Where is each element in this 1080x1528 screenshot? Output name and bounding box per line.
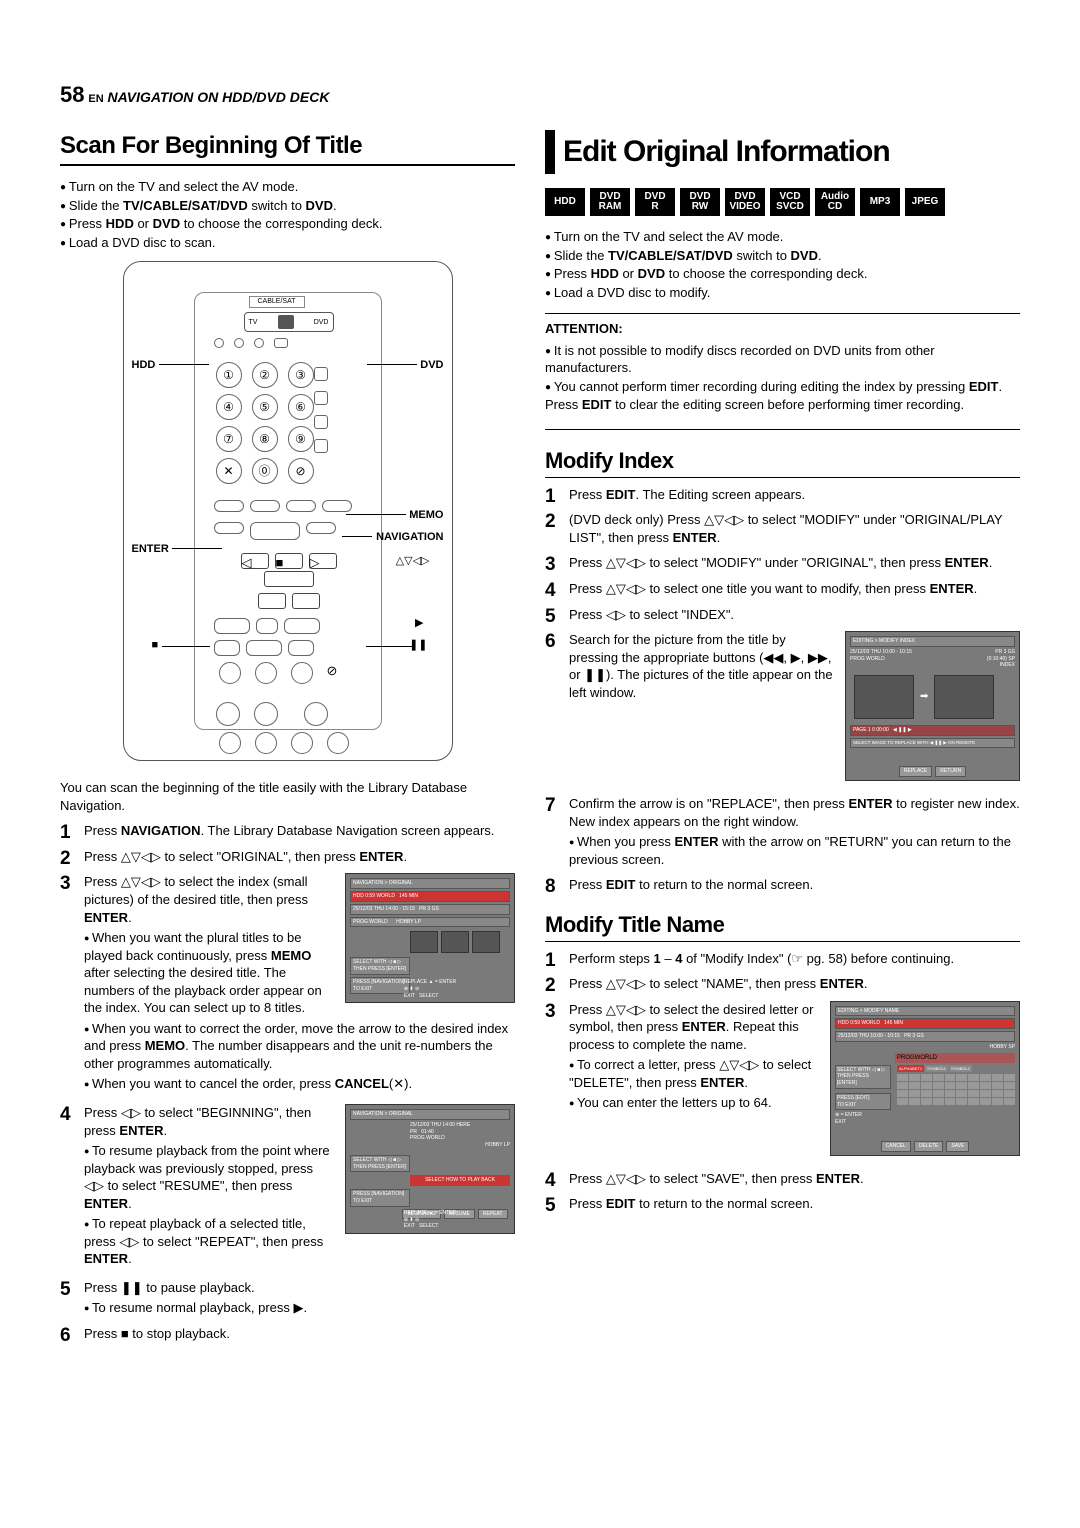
modify-name-screen: EDITING > MODIFY NAME HDD 0:59 WORLD 145… (830, 1001, 1020, 1156)
step-3-sub: When you want to correct the order, move… (84, 1020, 515, 1073)
remote-diagram: CABLE/SAT TVDVD HDD DVD ①②③ ④⑤⑥ ⑦⑧⑨ ✕⓪⊘ … (123, 261, 453, 761)
remote-dpad: ◁■▷ (234, 552, 344, 602)
mi-step-6: EDITING > MODIFY INDEX 25/12/03 THU 10:0… (569, 631, 1020, 787)
mi-step-2: (DVD deck only) Press △▽◁▷ to select "MO… (569, 511, 1020, 546)
remote-keypad: ①②③ ④⑤⑥ ⑦⑧⑨ ✕⓪⊘ (216, 362, 318, 484)
scan-title: Scan For Beginning Of Title (60, 130, 515, 166)
prep-item: Press HDD or DVD to choose the correspon… (60, 215, 515, 233)
modify-name-title: Modify Title Name (545, 910, 1020, 942)
arrows-label: △▽◁▷ (396, 554, 430, 569)
nav-screen-2: NAVIGATION > ORIGINAL 25/12/03 THU 14:00… (345, 1104, 515, 1234)
fmt-jpeg: JPEG (905, 188, 945, 216)
fmt-dvdrw: DVDRW (680, 188, 720, 216)
prep-item: Press HDD or DVD to choose the correspon… (545, 265, 1020, 283)
left-column: Scan For Beginning Of Title Turn on the … (60, 130, 515, 1351)
attention-box: ATTENTION: It is not possible to modify … (545, 313, 1020, 430)
page-number: 58 (60, 82, 84, 107)
memo-label: MEMO (409, 508, 443, 523)
scan-steps: Press NAVIGATION. The Library Database N… (60, 822, 515, 1342)
mn-step-4: Press △▽◁▷ to select "SAVE", then press … (569, 1170, 1020, 1188)
mi-step-4: Press △▽◁▷ to select one title you want … (569, 580, 1020, 598)
stop-label: ■ (152, 638, 159, 653)
attention-hdr: ATTENTION: (545, 320, 1020, 338)
mi-step-7-sub: When you press ENTER with the arrow on "… (569, 833, 1020, 868)
attention-item: It is not possible to modify discs recor… (545, 342, 1020, 377)
step-6: Press ■ to stop playback. (84, 1325, 515, 1343)
fmt-audiocd: AudioCD (815, 188, 855, 216)
navigation-label: NAVIGATION (376, 530, 443, 545)
prep-item: Turn on the TV and select the AV mode. (60, 178, 515, 196)
edit-prep: Turn on the TV and select the AV mode. S… (545, 228, 1020, 301)
prep-item: Turn on the TV and select the AV mode. (545, 228, 1020, 246)
modify-index-steps: Press EDIT. The Editing screen appears. … (545, 486, 1020, 894)
attention-item: You cannot perform timer recording durin… (545, 378, 1020, 413)
step-5: Press ❚❚ to pause playback. To resume no… (84, 1279, 515, 1317)
fmt-dvdram: DVDRAM (590, 188, 630, 216)
play-label: ▶ (415, 616, 423, 631)
mi-step-8: Press EDIT to return to the normal scree… (569, 876, 1020, 894)
modify-index-title: Modify Index (545, 446, 1020, 478)
modify-index-screen: EDITING > MODIFY INDEX 25/12/03 THU 10:0… (845, 631, 1020, 781)
edit-headline: Edit Original Information (545, 130, 1020, 175)
mi-step-5: Press ◁▷ to select "INDEX". (569, 606, 1020, 624)
nav-screen-1: NAVIGATION > ORIGINAL HDD 0:59 WORLD 145… (345, 873, 515, 1003)
mn-step-1: Perform steps 1 – 4 of "Modify Index" (☞… (569, 950, 1020, 968)
right-column: Edit Original Information HDD DVDRAM DVD… (545, 130, 1020, 1351)
remote-cable-sat: CABLE/SAT (249, 296, 305, 307)
scan-prep: Turn on the TV and select the AV mode. S… (60, 178, 515, 251)
step-5-sub: To resume normal playback, press ▶. (84, 1299, 515, 1317)
dvd-label: DVD (420, 358, 443, 373)
step-2: Press △▽◁▷ to select "ORIGINAL", then pr… (84, 848, 515, 866)
step-1: Press NAVIGATION. The Library Database N… (84, 822, 515, 840)
remote-slider: TVDVD (244, 312, 334, 332)
fmt-hdd: HDD (545, 188, 585, 216)
fmt-dvdr: DVDR (635, 188, 675, 216)
fmt-vcd: VCDSVCD (770, 188, 810, 216)
prep-item: Slide the TV/CABLE/SAT/DVD switch to DVD… (545, 247, 1020, 265)
page-header: 58 EN NAVIGATION ON HDD/DVD DECK (60, 80, 1020, 110)
scan-intro: You can scan the beginning of the title … (60, 779, 515, 814)
mn-step-3: EDITING > MODIFY NAME HDD 0:59 WORLD 145… (569, 1001, 1020, 1162)
step-3-sub: When you want to cancel the order, press… (84, 1075, 515, 1093)
fmt-mp3: MP3 (860, 188, 900, 216)
header-title: NAVIGATION ON HDD/DVD DECK (108, 89, 330, 105)
step-4: NAVIGATION > ORIGINAL 25/12/03 THU 14:00… (84, 1104, 515, 1271)
modify-name-steps: Perform steps 1 – 4 of "Modify Index" (☞… (545, 950, 1020, 1213)
lang-code: EN (88, 93, 103, 105)
enter-label: ENTER (132, 542, 169, 557)
prep-item: Slide the TV/CABLE/SAT/DVD switch to DVD… (60, 197, 515, 215)
format-badges: HDD DVDRAM DVDR DVDRW DVDVIDEO VCDSVCD A… (545, 188, 1020, 216)
prep-item: Load a DVD disc to scan. (60, 234, 515, 252)
mi-step-1: Press EDIT. The Editing screen appears. (569, 486, 1020, 504)
step-3: NAVIGATION > ORIGINAL HDD 0:59 WORLD 145… (84, 873, 515, 1096)
mi-step-3: Press △▽◁▷ to select "MODIFY" under "ORI… (569, 554, 1020, 572)
mi-step-7: Confirm the arrow is on "REPLACE", then … (569, 795, 1020, 868)
prep-item: Load a DVD disc to modify. (545, 284, 1020, 302)
fmt-dvdvideo: DVDVIDEO (725, 188, 765, 216)
mn-step-2: Press △▽◁▷ to select "NAME", then press … (569, 975, 1020, 993)
mn-step-5: Press EDIT to return to the normal scree… (569, 1195, 1020, 1213)
hdd-label: HDD (132, 358, 156, 373)
